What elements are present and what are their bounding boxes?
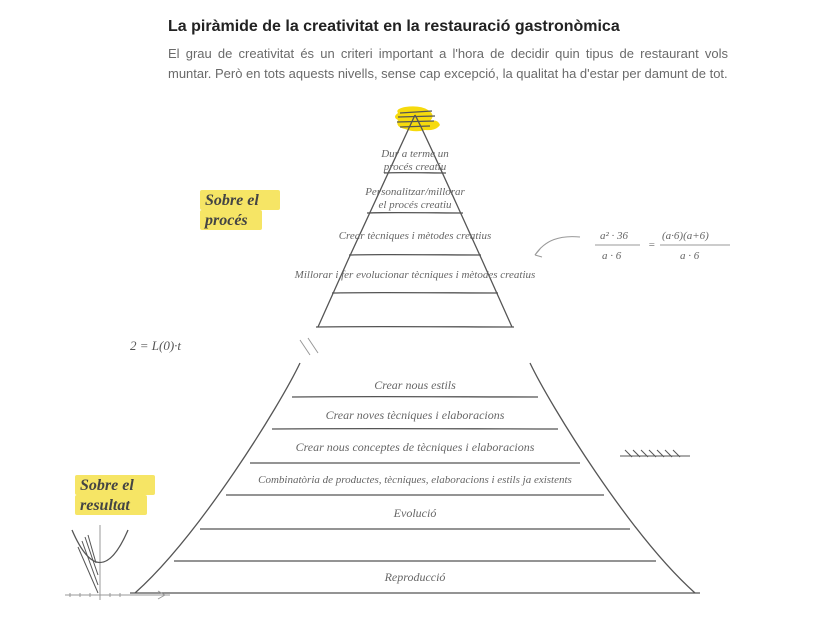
level-7-text: Crear nous conceptes de tècniques i elab… [296,440,535,454]
svg-text:(a·6)(a+6): (a·6)(a+6) [662,230,709,242]
level-8-text: Combinatòria de productes, tècniques, el… [258,474,572,486]
level-2-text: Personalitzar/millorar [364,186,465,198]
level-5-text: Crear nous estils [374,378,456,392]
svg-text:a² · 36: a² · 36 [600,230,629,242]
svg-text:=: = [648,239,655,251]
svg-text:resultat: resultat [80,497,130,514]
level-10-text: Reproducció [384,570,446,584]
svg-text:a · 6: a · 6 [602,250,622,262]
hatch-decoration-icon [620,450,690,457]
level-6-text: Crear noves tècniques i elaboracions [326,408,505,422]
level-1-text2: procés creatiu [383,161,447,173]
pyramid-right-upper [415,115,512,327]
page-title: La piràmide de la creativitat en la rest… [168,18,728,36]
bottom-left-sketch-icon [65,525,170,600]
level-4-text: Millorar i fer evolucionar tècniques i m… [294,269,536,281]
pyramid-left-upper [318,115,415,327]
svg-text:a · 6: a · 6 [680,250,700,262]
svg-text:Sobre el: Sobre el [80,477,134,494]
svg-text:procés: procés [203,212,248,229]
section-label-upper: Sobre el procés [200,190,280,230]
svg-text:Sobre el: Sobre el [205,192,259,209]
page-subtitle: El grau de creativitat és un criteri imp… [168,44,728,83]
gap-mark-icon [300,338,318,355]
level-3-text: Crear tècniques i mètodes creatius [339,230,492,242]
pyramid-diagram: Dur a terme un procés creatiu Personalit… [0,95,825,615]
left-formula: 2 = L(0)·t [130,338,181,353]
level-2-text2: el procés creatiu [378,199,452,211]
level-1-text: Dur a terme un [380,148,449,160]
level-9-text: Evolució [393,506,437,520]
right-formula: a² · 36 a · 6 = (a·6)(a+6) a · 6 [535,230,730,262]
section-label-lower: Sobre el resultat [75,475,155,515]
